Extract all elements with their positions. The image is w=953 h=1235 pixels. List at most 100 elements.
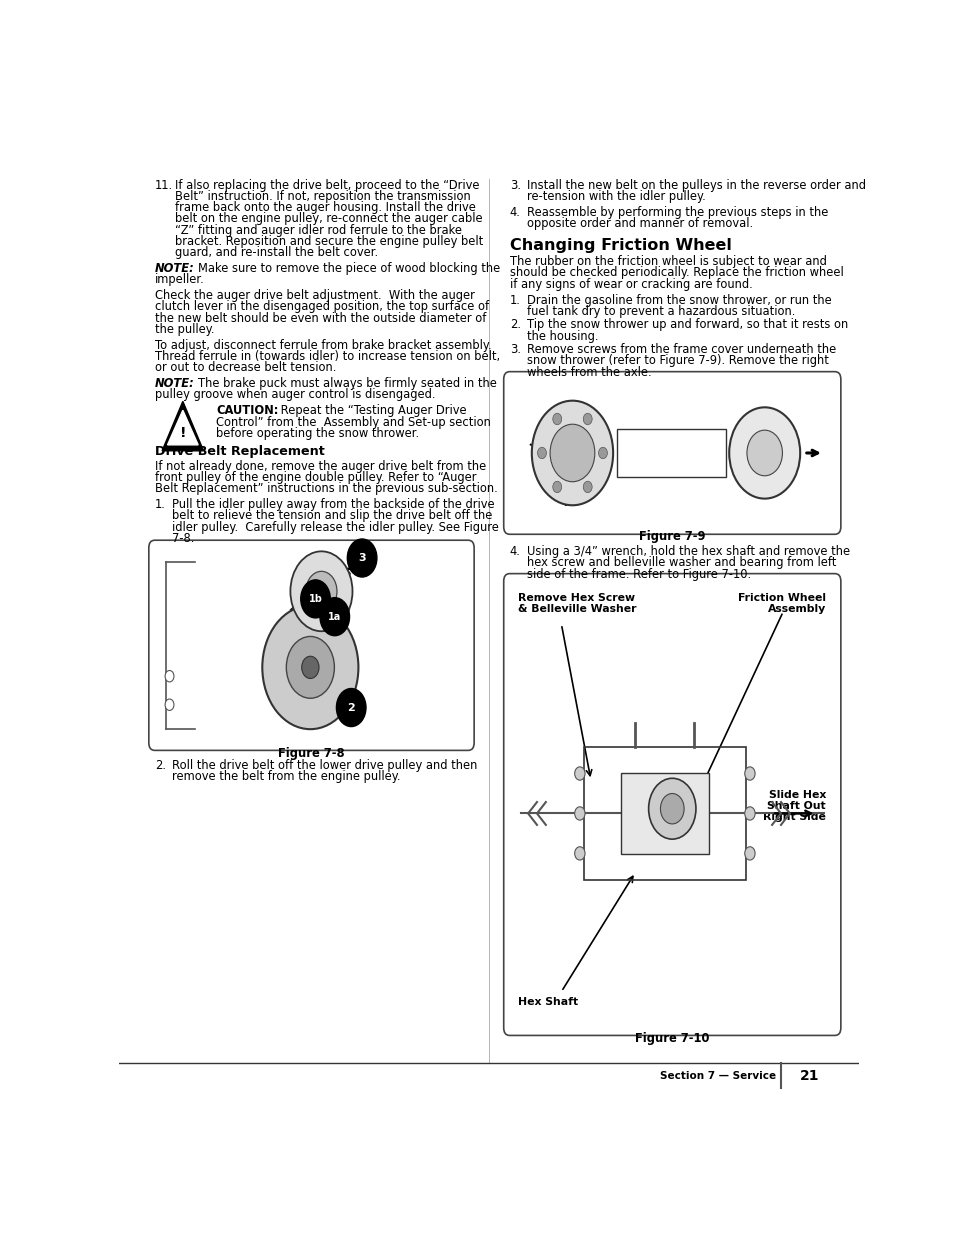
Text: bracket. Reposition and secure the engine pulley belt: bracket. Reposition and secure the engin…	[175, 235, 483, 248]
Text: the new belt should be even with the outside diameter of: the new belt should be even with the out…	[154, 311, 486, 325]
Circle shape	[648, 778, 696, 839]
Circle shape	[319, 598, 349, 636]
Text: snow thrower (refer to Figure 7-9). Remove the right: snow thrower (refer to Figure 7-9). Remo…	[526, 354, 827, 368]
Text: 1a: 1a	[328, 611, 341, 621]
Text: Reassemble by performing the previous steps in the: Reassemble by performing the previous st…	[526, 206, 827, 219]
Text: Belt Replacement” instructions in the previous sub-section.: Belt Replacement” instructions in the pr…	[154, 482, 497, 495]
Text: To adjust, disconnect ferrule from brake bracket assembly.: To adjust, disconnect ferrule from brake…	[154, 338, 491, 352]
Circle shape	[728, 408, 800, 499]
Text: 3.: 3.	[509, 179, 520, 191]
Text: Slide Hex: Slide Hex	[768, 790, 825, 800]
Text: Make sure to remove the piece of wood blocking the: Make sure to remove the piece of wood bl…	[197, 262, 499, 275]
Circle shape	[550, 424, 595, 482]
Text: The brake puck must always be firmly seated in the: The brake puck must always be firmly sea…	[197, 377, 496, 390]
Text: opposite order and manner of removal.: opposite order and manner of removal.	[526, 217, 752, 230]
Text: Assembly: Assembly	[767, 604, 825, 614]
FancyBboxPatch shape	[503, 573, 840, 1035]
Circle shape	[262, 605, 358, 729]
Circle shape	[582, 414, 592, 425]
Circle shape	[574, 767, 584, 781]
Text: 7-8.: 7-8.	[172, 532, 193, 545]
Text: wheels from the axle.: wheels from the axle.	[526, 366, 651, 379]
Text: 2.: 2.	[154, 760, 166, 772]
Text: Thread ferrule in (towards idler) to increase tension on belt,: Thread ferrule in (towards idler) to inc…	[154, 350, 499, 363]
Text: 1.: 1.	[154, 498, 166, 511]
Text: belt on the engine pulley, re-connect the auger cable: belt on the engine pulley, re-connect th…	[175, 212, 482, 225]
Text: or out to decrease belt tension.: or out to decrease belt tension.	[154, 361, 335, 374]
Text: should be checked periodically. Replace the friction wheel: should be checked periodically. Replace …	[509, 267, 842, 279]
Text: side of the frame. Refer to Figure 7-10.: side of the frame. Refer to Figure 7-10.	[526, 568, 750, 580]
Text: if any signs of wear or cracking are found.: if any signs of wear or cracking are fou…	[509, 278, 752, 290]
Text: & Belleville Washer: & Belleville Washer	[518, 604, 637, 614]
Circle shape	[582, 482, 592, 493]
Text: CAUTION:: CAUTION:	[216, 404, 278, 417]
Text: Shaft Out: Shaft Out	[766, 802, 825, 811]
Text: If also replacing the drive belt, proceed to the “Drive: If also replacing the drive belt, procee…	[175, 179, 479, 191]
Text: belt to relieve the tension and slip the drive belt off the: belt to relieve the tension and slip the…	[172, 509, 492, 522]
Bar	[583, 747, 745, 881]
Polygon shape	[162, 401, 203, 451]
Text: Changing Friction Wheel: Changing Friction Wheel	[509, 238, 731, 253]
Text: the pulley.: the pulley.	[154, 322, 214, 336]
Text: frame back onto the auger housing. Install the drive: frame back onto the auger housing. Insta…	[175, 201, 476, 214]
Text: Drain the gasoline from the snow thrower, or run the: Drain the gasoline from the snow thrower…	[526, 294, 830, 306]
Text: Section 7 — Service: Section 7 — Service	[659, 1071, 775, 1082]
Text: Remove screws from the frame cover underneath the: Remove screws from the frame cover under…	[526, 343, 835, 356]
Text: hex screw and belleville washer and bearing from left: hex screw and belleville washer and bear…	[526, 557, 835, 569]
Text: Hex Shaft: Hex Shaft	[518, 998, 578, 1008]
Text: front pulley of the engine double pulley. Refer to “Auger: front pulley of the engine double pulley…	[154, 471, 476, 484]
Text: 2: 2	[347, 703, 355, 713]
Circle shape	[537, 447, 546, 458]
Text: !: !	[179, 426, 186, 440]
Text: Belt” instruction. If not, reposition the transmission: Belt” instruction. If not, reposition th…	[175, 190, 471, 203]
Polygon shape	[168, 410, 198, 445]
Circle shape	[347, 538, 376, 577]
Circle shape	[165, 699, 173, 710]
Text: Tip the snow thrower up and forward, so that it rests on: Tip the snow thrower up and forward, so …	[526, 319, 847, 331]
Text: Remove Hex Screw: Remove Hex Screw	[518, 593, 635, 603]
Circle shape	[552, 482, 561, 493]
Text: Figure 7-8: Figure 7-8	[278, 747, 344, 760]
Text: Install the new belt on the pulleys in the reverse order and: Install the new belt on the pulleys in t…	[526, 179, 864, 191]
Text: Right Side: Right Side	[762, 813, 825, 823]
Text: 1b: 1b	[308, 594, 322, 604]
Text: Control” from the  Assembly and Set-up section: Control” from the Assembly and Set-up se…	[216, 416, 491, 429]
Circle shape	[598, 447, 607, 458]
Circle shape	[744, 806, 755, 820]
Circle shape	[552, 414, 561, 425]
FancyBboxPatch shape	[503, 372, 840, 535]
Text: Drive Belt Replacement: Drive Belt Replacement	[154, 445, 324, 458]
Text: Pull the idler pulley away from the backside of the drive: Pull the idler pulley away from the back…	[172, 498, 494, 511]
Text: Check the auger drive belt adjustment.  With the auger: Check the auger drive belt adjustment. W…	[154, 289, 474, 303]
Text: The rubber on the friction wheel is subject to wear and: The rubber on the friction wheel is subj…	[509, 256, 825, 268]
Circle shape	[290, 551, 352, 631]
Text: 11.: 11.	[154, 179, 172, 191]
Text: Roll the drive belt off the lower drive pulley and then: Roll the drive belt off the lower drive …	[172, 760, 476, 772]
Text: If not already done, remove the auger drive belt from the: If not already done, remove the auger dr…	[154, 459, 485, 473]
Text: clutch lever in the disengaged position, the top surface of: clutch lever in the disengaged position,…	[154, 300, 488, 314]
Circle shape	[336, 689, 366, 726]
Text: Using a 3/4” wrench, hold the hex shaft and remove the: Using a 3/4” wrench, hold the hex shaft …	[526, 545, 849, 558]
Circle shape	[574, 806, 584, 820]
Text: 4.: 4.	[509, 206, 520, 219]
Text: 4.: 4.	[509, 545, 520, 558]
Circle shape	[574, 847, 584, 860]
Text: impeller.: impeller.	[154, 273, 204, 287]
Circle shape	[744, 767, 755, 781]
Text: 1.: 1.	[509, 294, 520, 306]
Text: remove the belt from the engine pulley.: remove the belt from the engine pulley.	[172, 771, 400, 783]
Circle shape	[659, 794, 683, 824]
Text: NOTE:: NOTE:	[154, 377, 194, 390]
Text: “Z” fitting and auger idler rod ferrule to the brake: “Z” fitting and auger idler rod ferrule …	[175, 224, 462, 237]
Text: Repeat the “Testing Auger Drive: Repeat the “Testing Auger Drive	[277, 404, 467, 417]
Text: pulley groove when auger control is disengaged.: pulley groove when auger control is dise…	[154, 389, 435, 401]
Circle shape	[306, 572, 336, 611]
Bar	[619, 773, 708, 853]
Text: Figure 7-9: Figure 7-9	[639, 531, 705, 543]
Text: before operating the snow thrower.: before operating the snow thrower.	[216, 427, 418, 440]
Circle shape	[300, 580, 330, 618]
FancyBboxPatch shape	[149, 540, 474, 751]
Text: 3.: 3.	[509, 343, 520, 356]
Bar	[617, 430, 724, 477]
Circle shape	[286, 636, 335, 698]
